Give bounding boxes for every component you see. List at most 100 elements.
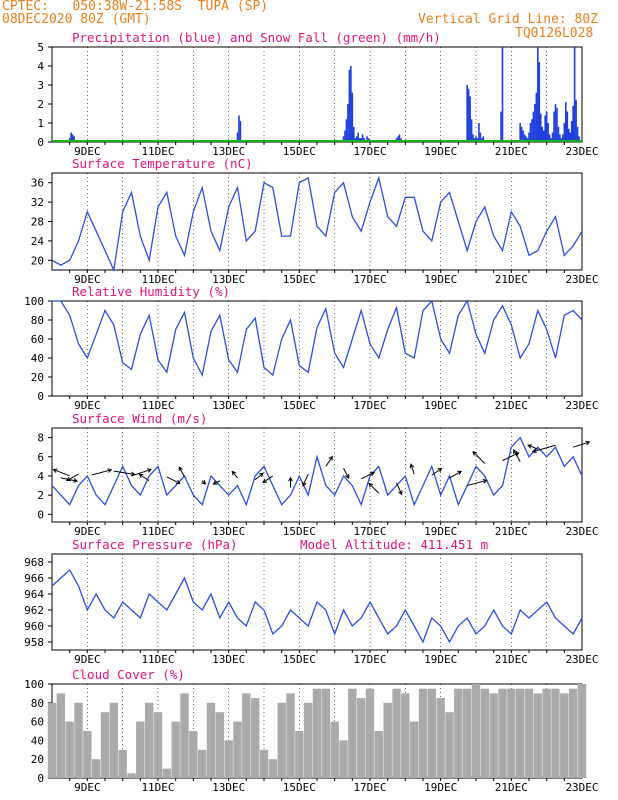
cloud-bar [356, 698, 366, 778]
cloud-bar [56, 693, 66, 778]
precip-ytick-label: 0 [37, 136, 44, 149]
cloud-ytick-label: 20 [31, 753, 44, 766]
cloud-bar [330, 721, 339, 778]
wind-arrow [213, 480, 221, 485]
cloud-bar [454, 688, 463, 778]
cloud-xtick-label: 13DEC [212, 781, 245, 794]
wind-arrowhead [457, 470, 463, 476]
header-run-time: 08DEC2020 80Z (GMT) [2, 12, 151, 27]
cloud-bar [462, 688, 472, 778]
cloud-ytick-label: 80 [31, 697, 44, 710]
cloud-bar [74, 702, 83, 778]
precip-bar [347, 104, 349, 142]
precip-bar [519, 123, 521, 142]
header-station: CPTEC: 050:38W-21:58S TUPA (SP) [2, 0, 269, 14]
precip-ytick-label: 1 [37, 117, 44, 130]
wind-arrow [431, 468, 442, 476]
cloud-bar [365, 688, 375, 778]
wind-arrow [231, 471, 238, 479]
cloud-bar [436, 698, 445, 778]
precip-ytick-label: 5 [37, 41, 44, 54]
cloud-xtick-label: 21DEC [495, 781, 528, 794]
wind-arrowhead [231, 470, 237, 476]
temp-xtick-label: 17DEC [353, 273, 386, 286]
cloud-bar [136, 721, 145, 778]
temp-xtick-label: 21DEC [495, 273, 528, 286]
cloud-ytick-label: 40 [31, 734, 44, 747]
precip-xtick-label: 11DEC [141, 145, 174, 158]
cloud-bar [295, 731, 304, 778]
wind-ytick-label: 8 [37, 432, 44, 445]
cloud-bar [286, 693, 295, 778]
cloud-bar [224, 740, 233, 778]
header-grid-note: Vertical Grid Line: 80Z [418, 12, 599, 27]
cloud-bar [242, 693, 251, 778]
pres-ytick-label: 964 [24, 588, 44, 601]
wind-arrow [113, 470, 135, 475]
wind-arrowhead [585, 440, 591, 446]
cloud-bar [100, 712, 110, 778]
cloud-bar [162, 768, 172, 778]
precip-bar [351, 92, 354, 142]
cloud-bar [418, 688, 428, 778]
cloud-bar [374, 731, 384, 778]
precip-bar [469, 96, 471, 142]
cloud-bar [577, 684, 587, 778]
precip-bar [522, 130, 524, 142]
cloud-bar [392, 688, 401, 778]
precip-bar [71, 134, 74, 142]
wind-arrowhead [368, 482, 374, 488]
cloud-bar [489, 693, 498, 778]
cloud-bar [180, 693, 189, 778]
cloud-xtick-label: 15DEC [283, 781, 316, 794]
rh-ytick-label: 100 [24, 295, 44, 308]
wind-arrowhead [370, 471, 376, 476]
cloud-bar [560, 693, 569, 778]
precip-bar [554, 104, 557, 142]
cloud-bar [480, 688, 490, 778]
pres-xtick-label: 13DEC [212, 653, 245, 666]
rh-ytick-label: 0 [37, 390, 44, 403]
wind-ytick-label: 2 [37, 489, 44, 502]
cloud-bar [383, 702, 392, 778]
wind-arrowhead [288, 476, 293, 482]
wind-arrow [573, 441, 590, 448]
cloud-title: Cloud Cover (%) [72, 667, 185, 682]
rh-ytick-label: 40 [31, 352, 44, 365]
pres-xtick-label: 15DEC [283, 653, 316, 666]
wind-arrowhead [73, 478, 79, 483]
rh-ytick-label: 80 [31, 314, 44, 327]
precip-bar [548, 134, 551, 142]
wind-arrowhead [201, 480, 207, 485]
precip-bar [531, 119, 533, 142]
cloud-xtick-label: 17DEC [353, 781, 386, 794]
precip-bar [70, 132, 72, 142]
pres-xtick-label: 9DEC [74, 653, 101, 666]
temp-xtick-label: 11DEC [141, 273, 174, 286]
precip-bar [569, 132, 572, 142]
precip-bar [538, 62, 541, 143]
wind-arrow [325, 456, 333, 467]
precip-bar [361, 134, 364, 142]
precip-bar [525, 136, 527, 142]
cloud-xtick-label: 9DEC [74, 781, 101, 794]
rh-line [52, 299, 583, 378]
wind-xtick-label: 15DEC [283, 525, 316, 538]
precip-bar [578, 136, 580, 142]
cloud-bar [507, 688, 516, 778]
precip-bar [572, 105, 574, 142]
wind-arrow [66, 473, 79, 481]
cloud-bar [83, 731, 92, 778]
precip-bar [532, 111, 535, 142]
wind-arrowhead [262, 478, 268, 484]
precip-bar [466, 85, 468, 142]
precip-bar [539, 113, 542, 142]
precip-bar [397, 136, 399, 142]
precip-bar [344, 130, 346, 142]
cloud-bar [171, 721, 180, 778]
wind-arrow [532, 444, 556, 453]
cloud-ytick-label: 100 [24, 678, 44, 691]
precip-bar [475, 136, 477, 142]
temp-ytick-label: 20 [31, 254, 44, 267]
